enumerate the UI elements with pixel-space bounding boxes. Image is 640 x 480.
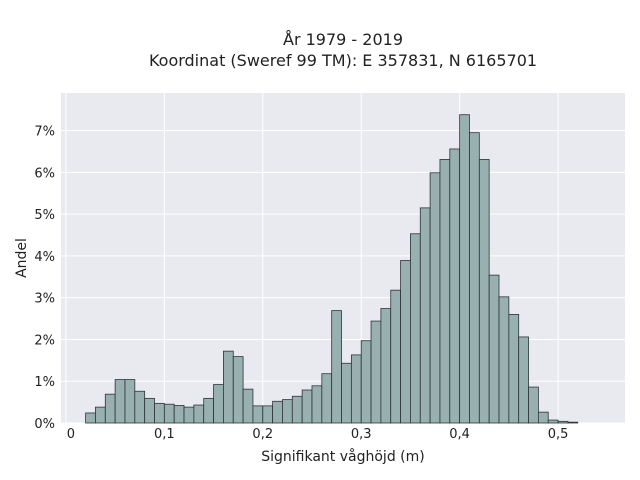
- x-axis-label: Signifikant våghöjd (m): [261, 448, 424, 465]
- histogram-bar: [449, 148, 461, 424]
- y-tick-label: 5%: [34, 208, 55, 223]
- histogram-bar: [193, 404, 205, 424]
- y-tick-label: 6%: [34, 166, 55, 181]
- histogram-bar: [114, 379, 126, 424]
- x-tick-label: 0: [67, 427, 75, 442]
- histogram-bar: [203, 397, 214, 424]
- histogram-bar: [173, 405, 185, 424]
- histogram-bar: [478, 159, 490, 424]
- x-tick-label: 0,4: [449, 427, 470, 442]
- histogram-bar: [557, 420, 569, 424]
- histogram-bar: [410, 233, 421, 424]
- histogram-bar: [85, 412, 96, 424]
- x-tick-label: 0,2: [252, 427, 273, 442]
- y-tick-label: 4%: [34, 250, 55, 265]
- histogram-bar: [439, 159, 451, 424]
- histogram-bar: [429, 172, 441, 424]
- histogram-bar: [311, 385, 323, 424]
- histogram-bar: [331, 310, 342, 424]
- y-tick-label: 2%: [34, 333, 55, 348]
- histogram-bar: [252, 405, 264, 424]
- histogram-bar: [341, 362, 352, 424]
- histogram-bar: [134, 390, 146, 424]
- histogram-bar: [508, 313, 520, 424]
- histogram-bar: [223, 350, 234, 424]
- histogram-bar: [95, 406, 106, 424]
- histogram-bar: [498, 296, 510, 424]
- chart-subtitle: Koordinat (Sweref 99 TM): E 357831, N 61…: [149, 51, 537, 70]
- histogram-bar: [419, 207, 431, 424]
- histogram-bar: [547, 419, 559, 424]
- y-tick-label: 3%: [34, 292, 55, 307]
- histogram-bar: [124, 379, 136, 424]
- histogram-bar: [232, 356, 244, 424]
- histogram-bar: [390, 289, 401, 424]
- chart-title: År 1979 - 2019: [283, 30, 403, 49]
- histogram-bar: [528, 386, 539, 424]
- histogram-bar: [163, 403, 175, 424]
- histogram-bar: [321, 373, 333, 424]
- histogram-bar: [104, 393, 116, 424]
- histogram-bar: [262, 405, 274, 424]
- histogram-bar: [350, 354, 362, 424]
- y-axis-label: Andel: [14, 238, 30, 278]
- histogram-bar: [213, 384, 224, 424]
- histogram-bar: [537, 411, 549, 424]
- y-tick-label: 1%: [34, 375, 55, 390]
- histogram-bar: [183, 406, 195, 424]
- histogram-bar: [459, 114, 470, 424]
- histogram-bar: [360, 340, 372, 424]
- y-axis-ticks: 0% 1% 2% 3% 4% 5% 6% 7%: [34, 125, 55, 432]
- histogram-bar: [291, 395, 303, 424]
- x-tick-label: 0,5: [548, 427, 569, 442]
- x-axis-ticks: 0 0,1 0,2 0,3 0,4 0,5: [67, 427, 569, 442]
- histogram-bar: [567, 421, 579, 424]
- histogram-bar: [144, 397, 155, 424]
- histogram-bar: [370, 320, 382, 424]
- histogram-bar: [518, 336, 529, 424]
- histogram-bar: [488, 274, 500, 424]
- histogram-bar: [301, 389, 313, 424]
- histogram-bar: [469, 132, 480, 424]
- x-tick-label: 0,3: [351, 427, 372, 442]
- x-tick-label: 0,1: [154, 427, 175, 442]
- histogram-bar: [282, 399, 293, 424]
- histogram-bar: [242, 388, 254, 424]
- bars: [85, 114, 579, 424]
- grid: [61, 93, 625, 424]
- y-tick-label: 0%: [34, 417, 55, 432]
- histogram-bar: [400, 260, 411, 424]
- histogram-bar: [272, 400, 283, 424]
- histogram-bar: [380, 308, 392, 424]
- histogram-bar: [154, 402, 165, 424]
- y-tick-label: 7%: [34, 125, 55, 140]
